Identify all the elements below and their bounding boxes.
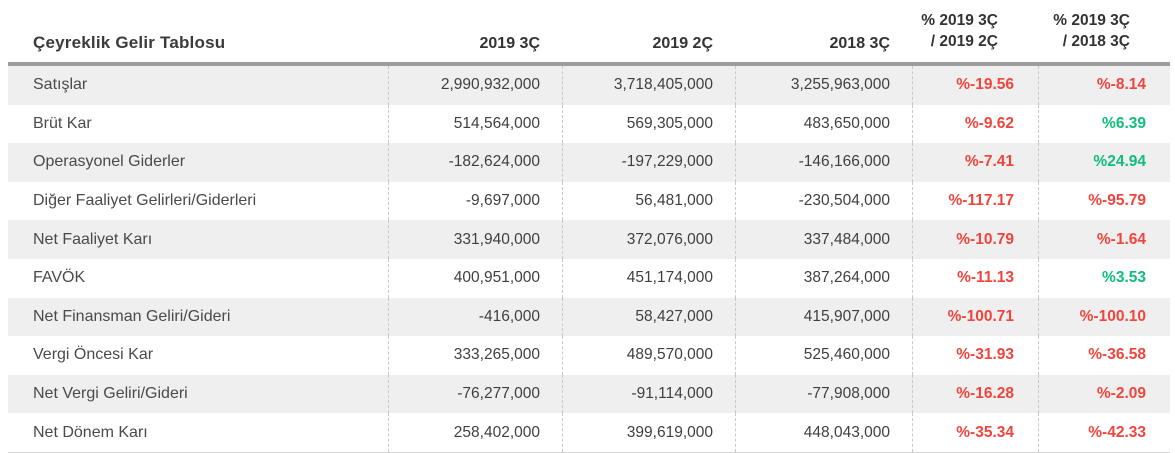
value-2019-q2: 372,076,000 bbox=[562, 220, 735, 259]
value-2019-q3: -182,624,000 bbox=[388, 143, 562, 182]
value-2019-q3: -9,697,000 bbox=[388, 181, 562, 221]
value-2019-q3: 333,265,000 bbox=[388, 336, 562, 375]
table-row: Net Finansman Geliri/Gideri -416,000 58,… bbox=[8, 297, 1170, 337]
table-header-row: Çeyreklik Gelir Tablosu 2019 3Ç 2019 2Ç … bbox=[8, 0, 1170, 62]
pct-change-qoq: %-31.93 bbox=[912, 336, 1038, 375]
value-2019-q3: 258,402,000 bbox=[388, 413, 562, 452]
row-label: Satışlar bbox=[33, 76, 88, 94]
value-2018-q3: -146,166,000 bbox=[735, 143, 912, 182]
value-2019-q2: 399,619,000 bbox=[562, 413, 735, 452]
col-header-2019-q3: 2019 3Ç bbox=[479, 35, 541, 52]
table-row: Brüt Kar 514,564,000 569,305,000 483,650… bbox=[8, 104, 1170, 144]
value-2018-q3: 483,650,000 bbox=[735, 104, 912, 144]
pct-change-qoq: %-19.56 bbox=[912, 66, 1038, 105]
table-row: Net Faaliyet Karı 331,940,000 372,076,00… bbox=[8, 220, 1170, 259]
pct-change-yoy: %6.39 bbox=[1038, 104, 1170, 144]
pct-change-qoq: %-16.28 bbox=[912, 374, 1038, 414]
pct-change-qoq: %-35.34 bbox=[912, 413, 1038, 452]
col-header-pct-yoy-line1: % 2019 3Ç bbox=[1053, 11, 1130, 29]
row-label: FAVÖK bbox=[33, 269, 86, 287]
value-2019-q2: -91,114,000 bbox=[562, 374, 735, 414]
pct-change-qoq: %-11.13 bbox=[912, 258, 1038, 298]
value-2019-q3: 514,564,000 bbox=[388, 104, 562, 144]
value-2019-q3: 331,940,000 bbox=[388, 220, 562, 259]
row-label: Net Vergi Geliri/Gideri bbox=[33, 385, 188, 403]
value-2019-q3: -416,000 bbox=[388, 297, 562, 337]
table-row: Diğer Faaliyet Gelirleri/Giderleri -9,69… bbox=[8, 181, 1170, 221]
value-2019-q3: 2,990,932,000 bbox=[388, 66, 562, 105]
row-label: Net Faaliyet Karı bbox=[33, 230, 153, 248]
value-2018-q3: 448,043,000 bbox=[735, 413, 912, 452]
row-label: Vergi Öncesi Kar bbox=[33, 346, 154, 364]
pct-change-qoq: %-117.17 bbox=[912, 181, 1038, 221]
value-2019-q2: 56,481,000 bbox=[562, 181, 735, 221]
value-2018-q3: 415,907,000 bbox=[735, 297, 912, 337]
row-label: Net Dönem Karı bbox=[33, 423, 148, 441]
table-body: Satışlar 2,990,932,000 3,718,405,000 3,2… bbox=[8, 66, 1170, 453]
row-label: Brüt Kar bbox=[33, 114, 92, 132]
col-header-pct-yoy-line2: / 2018 3Ç bbox=[1062, 33, 1130, 51]
value-2018-q3: -77,908,000 bbox=[735, 374, 912, 414]
value-2018-q3: 3,255,963,000 bbox=[735, 66, 912, 105]
pct-change-yoy: %-1.64 bbox=[1038, 220, 1170, 259]
pct-change-yoy: %3.53 bbox=[1038, 258, 1170, 298]
table-row: Satışlar 2,990,932,000 3,718,405,000 3,2… bbox=[8, 66, 1170, 105]
value-2019-q2: 569,305,000 bbox=[562, 104, 735, 144]
table-row: Net Vergi Geliri/Gideri -76,277,000 -91,… bbox=[8, 374, 1170, 414]
col-header-pct-qoq-line2: / 2019 2Ç bbox=[930, 33, 998, 51]
pct-change-yoy: %-36.58 bbox=[1038, 336, 1170, 375]
table-title: Çeyreklik Gelir Tablosu bbox=[33, 33, 226, 52]
table-row: Operasyonel Giderler -182,624,000 -197,2… bbox=[8, 143, 1170, 182]
value-2018-q3: 387,264,000 bbox=[735, 258, 912, 298]
col-header-2018-q3: 2018 3Ç bbox=[829, 35, 891, 52]
value-2019-q2: 489,570,000 bbox=[562, 336, 735, 375]
value-2019-q2: 451,174,000 bbox=[562, 258, 735, 298]
value-2019-q3: -76,277,000 bbox=[388, 374, 562, 414]
pct-change-qoq: %-9.62 bbox=[912, 104, 1038, 144]
value-2018-q3: 337,484,000 bbox=[735, 220, 912, 259]
col-header-pct-qoq: % 2019 3Ç / 2019 2Ç bbox=[912, 10, 1038, 62]
row-label: Operasyonel Giderler bbox=[33, 153, 186, 171]
table-row: Vergi Öncesi Kar 333,265,000 489,570,000… bbox=[8, 336, 1170, 375]
col-header-pct-qoq-line1: % 2019 3Ç bbox=[921, 11, 998, 29]
pct-change-yoy: %-95.79 bbox=[1038, 181, 1170, 221]
pct-change-yoy: %-8.14 bbox=[1038, 66, 1170, 105]
value-2018-q3: 525,460,000 bbox=[735, 336, 912, 375]
value-2019-q2: 3,718,405,000 bbox=[562, 66, 735, 105]
value-2019-q3: 400,951,000 bbox=[388, 258, 562, 298]
table-row: Net Dönem Karı 258,402,000 399,619,000 4… bbox=[8, 413, 1170, 452]
value-2019-q2: -197,229,000 bbox=[562, 143, 735, 182]
pct-change-qoq: %-10.79 bbox=[912, 220, 1038, 259]
value-2019-q2: 58,427,000 bbox=[562, 297, 735, 337]
quarterly-income-table: Çeyreklik Gelir Tablosu 2019 3Ç 2019 2Ç … bbox=[8, 0, 1170, 453]
row-label: Net Finansman Geliri/Gideri bbox=[33, 307, 231, 325]
col-header-2019-q2: 2019 2Ç bbox=[652, 35, 714, 52]
pct-change-yoy: %-100.10 bbox=[1038, 297, 1170, 337]
header-rule bbox=[8, 62, 1170, 66]
pct-change-yoy: %24.94 bbox=[1038, 143, 1170, 182]
pct-change-yoy: %-42.33 bbox=[1038, 413, 1170, 452]
pct-change-yoy: %-2.09 bbox=[1038, 374, 1170, 414]
col-header-pct-yoy: % 2019 3Ç / 2018 3Ç bbox=[1038, 10, 1170, 62]
table-row: FAVÖK 400,951,000 451,174,000 387,264,00… bbox=[8, 258, 1170, 298]
pct-change-qoq: %-100.71 bbox=[912, 297, 1038, 337]
pct-change-qoq: %-7.41 bbox=[912, 143, 1038, 182]
row-label: Diğer Faaliyet Gelirleri/Giderleri bbox=[33, 192, 257, 210]
value-2018-q3: -230,504,000 bbox=[735, 181, 912, 221]
